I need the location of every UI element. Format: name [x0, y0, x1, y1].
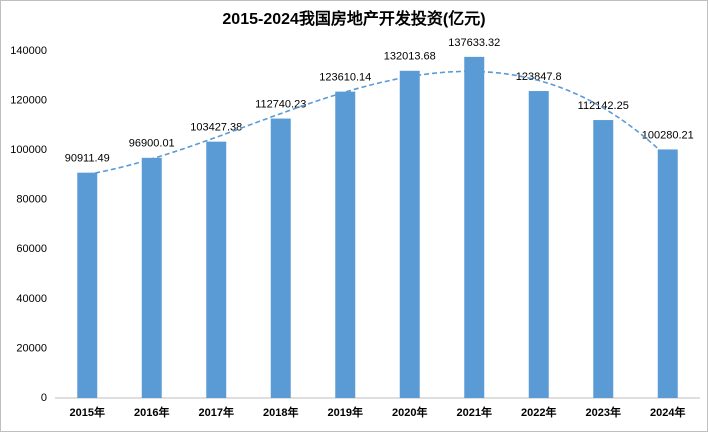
x-tick-label: 2019年	[328, 405, 363, 419]
x-tick-label: 2021年	[457, 405, 492, 419]
trend-line	[87, 70, 669, 176]
x-tick-label: 2015年	[70, 405, 105, 419]
bar	[206, 141, 227, 398]
data-label: 123847.8	[516, 71, 562, 83]
y-tick-label: 0	[41, 392, 47, 404]
bar	[335, 91, 356, 398]
bar	[399, 70, 420, 398]
bar	[593, 120, 614, 398]
y-tick-label: 140000	[10, 45, 47, 57]
data-label: 112740.23	[255, 98, 306, 110]
bar	[141, 157, 162, 398]
bar	[657, 149, 678, 398]
y-tick-label: 80000	[16, 194, 47, 206]
y-tick-label: 120000	[10, 94, 47, 106]
x-tick-label: 2017年	[199, 405, 234, 419]
data-label: 90911.49	[65, 153, 110, 165]
x-tick-label: 2022年	[521, 405, 556, 419]
bar	[77, 172, 98, 398]
x-tick-label: 2020年	[392, 405, 427, 419]
data-label: 112142.25	[578, 100, 629, 112]
bar	[464, 56, 485, 398]
y-tick-label: 100000	[10, 144, 47, 156]
y-tick-label: 40000	[16, 293, 47, 305]
data-label: 123610.14	[319, 72, 371, 84]
y-tick-label: 20000	[16, 342, 47, 354]
y-tick-label: 60000	[16, 243, 47, 255]
x-tick-label: 2016年	[134, 405, 169, 419]
data-label: 96900.01	[129, 138, 175, 150]
data-label: 100280.21	[642, 129, 694, 141]
data-label: 137633.32	[448, 37, 500, 49]
x-tick-label: 2024年	[650, 405, 685, 419]
data-label: 132013.68	[384, 51, 436, 63]
data-label: 103427.38	[190, 122, 242, 134]
bar	[528, 91, 549, 399]
bar	[270, 118, 291, 399]
x-tick-label: 2018年	[263, 405, 298, 419]
chart-title: 2015-2024我国房地产开发投资(亿元)	[222, 9, 485, 28]
x-tick-label: 2023年	[586, 405, 621, 419]
